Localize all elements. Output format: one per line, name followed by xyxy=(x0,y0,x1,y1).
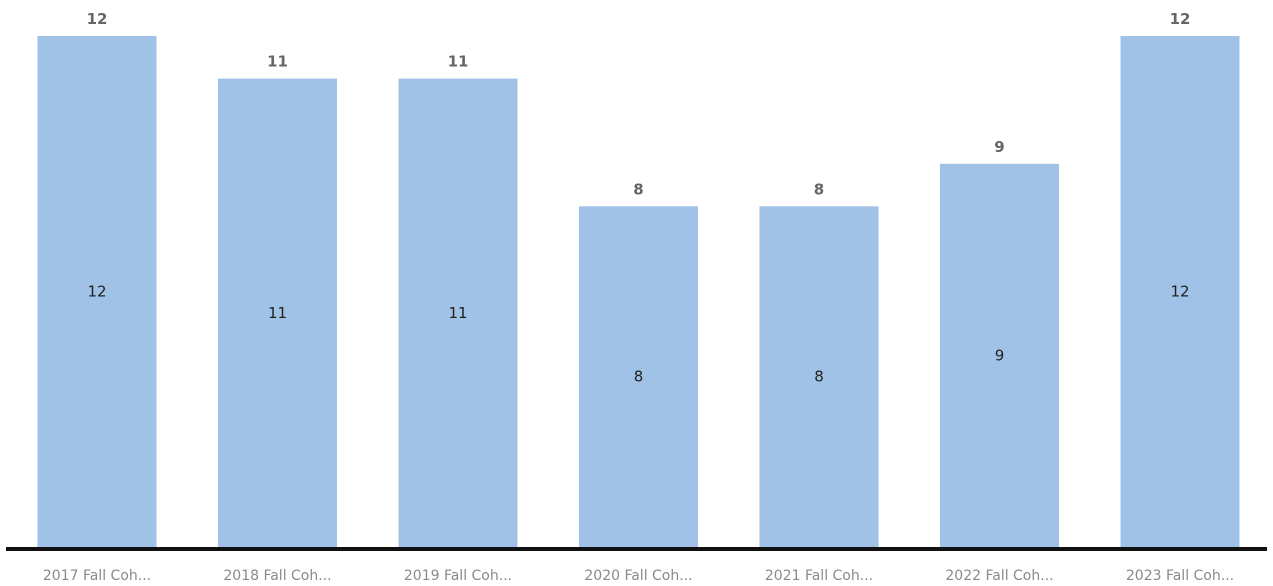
x-tick-label: 2017 Fall Coh... xyxy=(43,568,151,584)
x-tick-label: 2023 Fall Coh... xyxy=(1126,568,1234,584)
x-tick-label: 2022 Fall Coh... xyxy=(945,568,1053,584)
x-tick-label: 2019 Fall Coh... xyxy=(404,568,512,584)
bar-data-label: 11 xyxy=(448,304,467,322)
bar-total-label: 8 xyxy=(814,180,824,198)
bar-data-label: 12 xyxy=(87,283,106,301)
bar-total-label: 8 xyxy=(633,180,643,198)
total-labels-group: 12 11 11 8 8 9 12 xyxy=(87,10,1191,198)
x-tick-label: 2021 Fall Coh... xyxy=(765,568,873,584)
bar xyxy=(759,206,879,548)
inner-labels-group: 12 11 11 8 8 9 12 xyxy=(87,283,1189,386)
x-tick-label: 2018 Fall Coh... xyxy=(223,568,331,584)
bar-data-label: 8 xyxy=(634,368,644,386)
bar-total-label: 12 xyxy=(87,10,108,28)
x-tick-label: 2020 Fall Coh... xyxy=(584,568,692,584)
bar xyxy=(940,163,1059,548)
bar-data-label: 9 xyxy=(995,346,1005,364)
bar xyxy=(37,36,157,547)
bar-total-label: 11 xyxy=(448,53,469,71)
x-tick-labels-group: 2017 Fall Coh... 2018 Fall Coh... 2019 Fal… xyxy=(43,568,1234,584)
bar xyxy=(398,78,518,547)
bar xyxy=(1120,36,1240,547)
bars-group xyxy=(37,36,1240,548)
bar-data-label: 11 xyxy=(268,304,287,322)
bar-total-label: 12 xyxy=(1170,10,1191,28)
bar-total-label: 11 xyxy=(267,53,288,71)
bar xyxy=(579,206,698,548)
bar-data-label: 12 xyxy=(1170,283,1189,301)
bar xyxy=(218,78,337,547)
bar-data-label: 8 xyxy=(814,368,824,386)
bar-total-label: 9 xyxy=(994,138,1004,156)
